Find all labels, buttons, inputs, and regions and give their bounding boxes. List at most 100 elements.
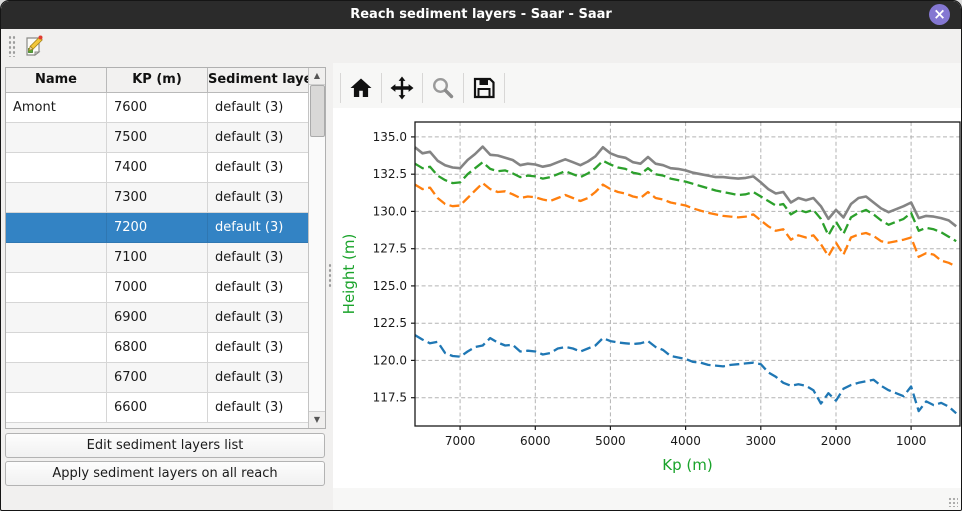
close-button[interactable]: × (929, 4, 950, 25)
y-tick-label: 130.0 (373, 204, 407, 218)
splitter-grip-dots (328, 263, 332, 289)
table-cell (6, 393, 107, 423)
edit-sediment-layers-button[interactable]: Edit sediment layers list (5, 433, 325, 458)
table-row-kp-7200[interactable]: 7200 default (3) (6, 213, 309, 243)
table-cell: 7000 (107, 273, 208, 303)
sediment-table: Name KP (m) Sediment layers Amont7600def… (5, 67, 326, 429)
table-cell: default (3) (208, 333, 309, 363)
y-tick-label: 125.0 (373, 279, 407, 293)
edit-sediment-table-button[interactable] (20, 32, 48, 60)
toolbar-separator (504, 73, 505, 103)
table-cell (6, 333, 107, 363)
y-tick-label: 135.0 (373, 130, 407, 144)
table-row-kp-6600[interactable]: 6600 default (3) (6, 393, 309, 423)
x-tick-label: 2000 (821, 434, 852, 448)
table-cell: 6800 (107, 333, 208, 363)
x-tick-label: 4000 (670, 434, 701, 448)
table-row-kp-7500[interactable]: 7500 default (3) (6, 123, 309, 153)
table-row-kp-7600[interactable]: Amont 7600 default (3) (6, 93, 309, 123)
plot-border (414, 121, 961, 427)
table-cell (6, 243, 107, 273)
table-row-kp-7400[interactable]: 7400 default (3) (6, 153, 309, 183)
table-cell: default (3) (208, 153, 309, 183)
toolbar-separator (463, 73, 464, 103)
x-tick-label: 5000 (595, 434, 626, 448)
table-scrollbar[interactable]: ▲ ▼ (308, 68, 325, 428)
table-cell: 7500 (107, 123, 208, 153)
toolbar-separator (340, 73, 341, 103)
titlebar[interactable]: Reach sediment layers - Saar - Saar × (1, 1, 961, 29)
toolbar-separator (381, 73, 382, 103)
save-button[interactable] (469, 73, 499, 103)
table-body: Amont 7600 default (3) 7500 default (3) 7400 d… (6, 93, 309, 428)
close-icon: × (933, 5, 946, 23)
table-cell: default (3) (208, 183, 309, 213)
y-tick-label: 120.0 (373, 353, 407, 367)
table-row-kp-7100[interactable]: 7100 default (3) (6, 243, 309, 273)
y-tick-label: 132.5 (373, 167, 407, 181)
chart-canvas[interactable]: 7000 6000 5000 4000 3000 2000 1000 117.5 120.0 12… (333, 108, 961, 488)
table-cell: 7200 (107, 213, 208, 243)
table-cell: default (3) (208, 363, 309, 393)
table-cell: 6700 (107, 363, 208, 393)
apply-sediment-layers-button[interactable]: Apply sediment layers on all reach (5, 461, 325, 486)
green-dashed-line (414, 159, 957, 243)
chart-panel: 7000 6000 5000 4000 3000 2000 1000 117.5 120.0 12… (333, 63, 961, 510)
x-tick-label: 3000 (746, 434, 777, 448)
table-row-partial[interactable] (6, 423, 309, 428)
table-cell: default (3) (208, 243, 309, 273)
table-row-kp-6800[interactable]: 6800 default (3) (6, 333, 309, 363)
table-row-kp-6900[interactable]: 6900 default (3) (6, 303, 309, 333)
x-axis-label: Kp (m) (662, 456, 712, 474)
x-tick-label: 1000 (896, 434, 927, 448)
scroll-up-icon[interactable]: ▲ (309, 68, 325, 85)
y-tick-label: 127.5 (373, 242, 407, 256)
save-icon (473, 77, 495, 99)
column-header-sediment-layers[interactable]: Sediment layers (208, 72, 309, 87)
toolbar-separator (422, 73, 423, 103)
table-cell: default (3) (208, 393, 309, 423)
table-cell: default (3) (208, 273, 309, 303)
pan-button[interactable] (387, 73, 417, 103)
scroll-down-icon[interactable]: ▼ (309, 411, 325, 428)
table-cell (6, 153, 107, 183)
scrollbar-thumb[interactable] (310, 85, 325, 137)
table-cell: 7300 (107, 183, 208, 213)
table-cell: 6900 (107, 303, 208, 333)
x-tick-label: 6000 (520, 434, 551, 448)
x-tick-label: 7000 (445, 434, 476, 448)
blue-dashed-line (414, 334, 957, 415)
column-header-kp[interactable]: KP (m) (107, 68, 208, 92)
window-resize-grip[interactable] (948, 497, 958, 507)
y-tick-label: 122.5 (373, 316, 407, 330)
y-axis-label: Height (m) (340, 234, 358, 315)
toolbar-drag-handle[interactable] (8, 35, 16, 57)
main-toolbar (1, 29, 961, 63)
chart-toolbar (335, 71, 510, 105)
column-header-name[interactable]: Name (6, 68, 107, 92)
table-row-kp-7000[interactable]: 7000 default (3) (6, 273, 309, 303)
table-cell: default (3) (208, 123, 309, 153)
table-cell (6, 303, 107, 333)
panel-splitter[interactable] (327, 67, 333, 429)
orange-dashed-line (414, 181, 957, 268)
zoom-button[interactable] (428, 73, 458, 103)
table-row-kp-6700[interactable]: 6700 default (3) (6, 363, 309, 393)
y-tick-label: 117.5 (373, 391, 407, 405)
height-profile-chart: 7000 6000 5000 4000 3000 2000 1000 117.5 120.0 12… (340, 121, 961, 474)
edit-table-icon (26, 35, 43, 56)
table-cell (6, 213, 107, 243)
table-row-kp-7300[interactable]: 7300 default (3) (6, 183, 309, 213)
home-button[interactable] (346, 73, 376, 103)
table-cell: default (3) (208, 213, 309, 243)
table-cell (6, 363, 107, 393)
table-header-row: Name KP (m) Sediment layers (6, 68, 309, 93)
zoom-icon (432, 77, 454, 99)
table-cell: Amont (6, 93, 107, 123)
table-cell (6, 123, 107, 153)
table-cell: 7100 (107, 243, 208, 273)
pan-icon (390, 76, 414, 100)
table-cell (6, 183, 107, 213)
window-title: Reach sediment layers - Saar - Saar (350, 7, 612, 22)
